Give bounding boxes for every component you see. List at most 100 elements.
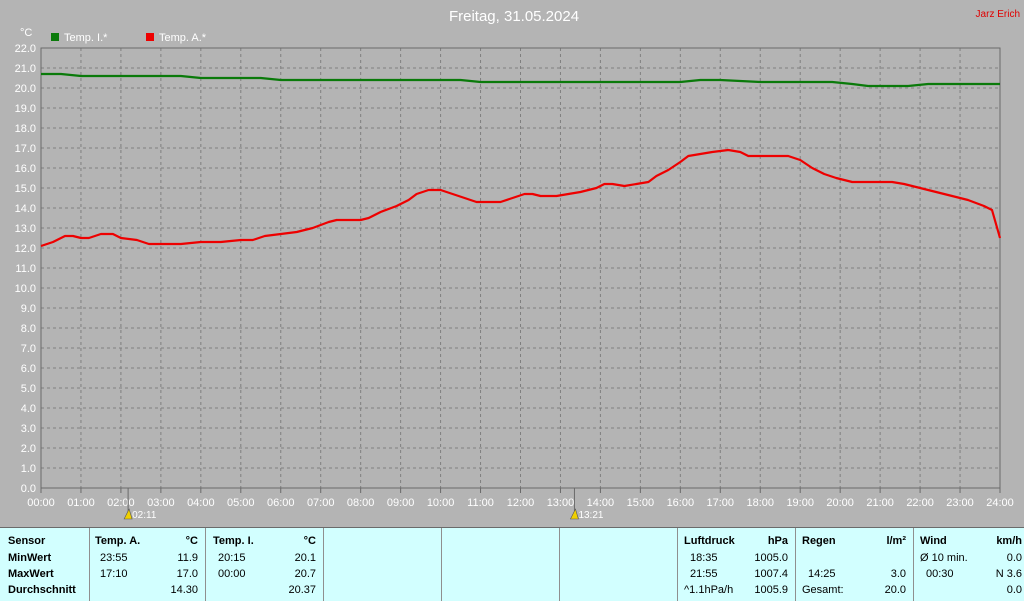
y-tick-label: 10.0 xyxy=(15,283,36,295)
x-tick-label: 02:00 xyxy=(107,497,135,509)
temp-i-min-time: 20:15 xyxy=(218,552,246,564)
col-wind: Wind km/h Ø 10 min. 0.0 00:30 N 3.6 0.0 xyxy=(914,528,1024,601)
x-tick-label: 17:00 xyxy=(707,497,735,509)
temp-a-header: Temp. A. xyxy=(95,535,141,547)
temp-a-min-time: 23:55 xyxy=(100,552,128,564)
y-tick-label: 7.0 xyxy=(21,343,36,355)
wind-avg-label: Ø 10 min. xyxy=(920,552,968,564)
grid xyxy=(41,48,1000,488)
legend-swatch-outside xyxy=(146,33,154,41)
wind-unit: km/h xyxy=(996,535,1022,547)
x-tick-label: 03:00 xyxy=(147,497,175,509)
temp-i-max-value: 20.7 xyxy=(294,568,316,580)
y-tick-label: 11.0 xyxy=(15,263,36,275)
temp-i-avg-value: 20.37 xyxy=(288,584,316,596)
legend: Temp. I.* Temp. A.* xyxy=(51,32,207,44)
y-tick-label: 4.0 xyxy=(21,403,36,415)
series-lines xyxy=(40,72,1002,248)
x-tick-label: 12:00 xyxy=(507,497,535,509)
x-tick-label: 24:00 xyxy=(986,497,1014,509)
temp-a-max-value: 17.0 xyxy=(176,568,198,580)
temp-a-max-time: 17:10 xyxy=(100,568,128,580)
y-tick-label: 18.0 xyxy=(15,123,36,135)
pressure-max-time: 21:55 xyxy=(690,568,718,580)
x-tick-label: 22:00 xyxy=(906,497,934,509)
x-tick-label: 18:00 xyxy=(746,497,774,509)
series-line-inside xyxy=(41,72,1000,88)
y-tick-label: 22.0 xyxy=(15,43,36,55)
x-tick-label: 19:00 xyxy=(786,497,814,509)
col-empty-1 xyxy=(324,528,442,601)
rain-unit: l/m² xyxy=(886,535,906,547)
x-tick-label: 16:00 xyxy=(667,497,695,509)
sun-events: 02:11 13:21 xyxy=(123,488,604,521)
pressure-max-value: 1007.4 xyxy=(754,568,788,580)
x-tick-label: 07:00 xyxy=(307,497,335,509)
col-empty-2 xyxy=(442,528,560,601)
x-tick-label: 15:00 xyxy=(627,497,655,509)
pressure-min-time: 18:35 xyxy=(690,552,718,564)
event-time-label: 13:21 xyxy=(578,510,603,521)
wind-max-time: 00:30 xyxy=(926,568,954,580)
y-tick-label: 20.0 xyxy=(15,83,36,95)
pressure-min-value: 1005.0 xyxy=(754,552,788,564)
x-tick-label: 10:00 xyxy=(427,497,455,509)
wind-last-value: 0.0 xyxy=(1006,584,1022,596)
col-temp-a: Temp. A. °C 23:55 11.9 17:10 17.0 14.30 xyxy=(90,528,206,601)
row-label-max: MaxWert xyxy=(8,568,54,580)
legend-label-inside: Temp. I.* xyxy=(64,32,108,44)
y-tick-label: 9.0 xyxy=(21,303,36,315)
y-tick-label: 1.0 xyxy=(21,463,36,475)
x-tick-label: 21:00 xyxy=(866,497,894,509)
x-tick-label: 11:00 xyxy=(467,497,494,509)
event-time-label: 02:11 xyxy=(132,510,157,521)
col-rain: Regen l/m² 14:25 3.0 Gesamt: 20.0 xyxy=(796,528,914,601)
y-tick-label: 3.0 xyxy=(21,423,36,435)
y-tick-label: 6.0 xyxy=(21,363,36,375)
y-tick-label: 19.0 xyxy=(15,103,36,115)
y-axis-unit: °C xyxy=(20,27,32,39)
temp-i-header: Temp. I. xyxy=(213,535,254,547)
y-axis-ticks: 0.0 1.0 2.0 3.0 4.0 5.0 6.0 7.0 8.0 9.0 10.0 11.0 12… xyxy=(15,43,36,495)
x-tick-label: 13:00 xyxy=(547,497,575,509)
x-tick-label: 08:00 xyxy=(347,497,375,509)
temp-i-max-time: 00:00 xyxy=(218,568,246,580)
legend-label-outside: Temp. A.* xyxy=(159,32,207,44)
y-tick-label: 21.0 xyxy=(15,63,36,75)
y-tick-label: 2.0 xyxy=(21,443,36,455)
y-tick-label: 12.0 xyxy=(15,243,36,255)
x-tick-label: 06:00 xyxy=(267,497,295,509)
col-empty-3 xyxy=(560,528,678,601)
author-label: Jarz Erich xyxy=(976,9,1020,20)
rain-header: Regen xyxy=(802,535,836,547)
x-tick-label: 05:00 xyxy=(227,497,255,509)
x-tick-label: 04:00 xyxy=(187,497,215,509)
wind-max-value: N 3.6 xyxy=(995,568,1022,580)
sensor-header: Sensor xyxy=(8,535,46,547)
temp-i-min-value: 20.1 xyxy=(294,552,316,564)
pressure-trend-value: 1005.9 xyxy=(754,584,788,596)
x-tick-label: 23:00 xyxy=(946,497,974,509)
pressure-unit: hPa xyxy=(767,535,788,547)
pressure-trend: ^1.1hPa/h xyxy=(684,584,734,596)
y-tick-label: 16.0 xyxy=(15,163,36,175)
wind-avg-value: 0.0 xyxy=(1006,552,1022,564)
rain-max-time: 14:25 xyxy=(808,568,836,580)
statistics-table: Sensor MinWert MaxWert Durchschnitt Temp… xyxy=(0,527,1024,601)
x-tick-label: 20:00 xyxy=(826,497,854,509)
rain-total-value: 20.0 xyxy=(884,584,906,596)
temp-a-avg-value: 14.30 xyxy=(170,584,198,596)
x-axis-ticks: 00:00 01:00 02:00 03:00 04:00 05:00 06:00 07:00… xyxy=(27,488,1014,509)
y-tick-label: 5.0 xyxy=(21,383,36,395)
temp-a-unit: °C xyxy=(185,535,198,547)
pressure-header: Luftdruck xyxy=(684,535,735,547)
sunrise-icon xyxy=(123,508,133,520)
sunset-icon xyxy=(569,508,579,520)
y-tick-label: 17.0 xyxy=(15,143,36,155)
legend-swatch-inside xyxy=(51,33,59,41)
y-tick-label: 8.0 xyxy=(21,323,36,335)
temp-i-unit: °C xyxy=(303,535,316,547)
wind-header: Wind xyxy=(920,535,947,547)
y-tick-label: 15.0 xyxy=(15,183,36,195)
plot-frame xyxy=(40,47,1001,489)
